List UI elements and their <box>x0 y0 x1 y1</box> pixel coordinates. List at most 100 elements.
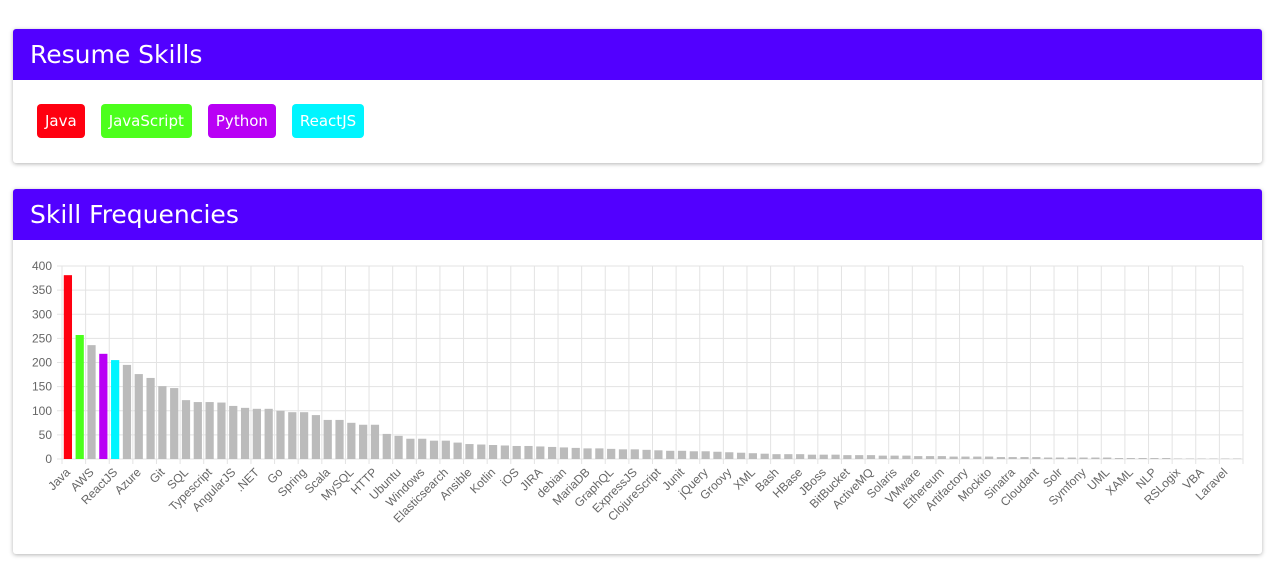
bar <box>748 453 757 459</box>
bar <box>418 438 427 459</box>
card-title: Skill Frequencies <box>13 189 1262 240</box>
bar <box>772 454 781 459</box>
bar <box>217 402 226 459</box>
bar <box>559 447 569 459</box>
bar <box>961 456 970 459</box>
bar <box>1055 457 1065 459</box>
x-tick-label: Java <box>45 465 73 493</box>
bar <box>264 408 273 459</box>
x-tick-label: Kotlin <box>467 465 498 496</box>
y-tick-label: 300 <box>32 307 52 321</box>
bar <box>642 449 651 459</box>
bar <box>99 353 108 459</box>
bar <box>654 450 663 459</box>
y-tick-label: 0 <box>45 452 52 466</box>
bar <box>796 454 805 459</box>
bar <box>75 334 84 459</box>
bar <box>937 456 946 459</box>
bar <box>760 453 769 459</box>
bar <box>1114 458 1124 459</box>
bar <box>689 451 698 459</box>
chart: 050100150200250300350400JavaAWSReactJSAz… <box>32 259 1244 526</box>
bar <box>1067 457 1076 459</box>
bar <box>677 450 687 459</box>
bar <box>996 457 1005 459</box>
bar <box>1079 457 1088 459</box>
bar <box>359 424 368 459</box>
skill-badge[interactable]: Python <box>207 104 276 138</box>
bar <box>1008 457 1017 459</box>
bar <box>276 410 285 459</box>
bar <box>382 433 391 459</box>
y-tick-label: 150 <box>32 380 52 394</box>
bar <box>323 419 332 459</box>
bar <box>181 400 191 459</box>
bar <box>477 444 486 459</box>
bar <box>453 442 462 459</box>
bar <box>890 455 899 459</box>
bar <box>1126 458 1135 459</box>
bar <box>725 452 734 459</box>
bar <box>548 446 557 459</box>
bar <box>583 448 592 459</box>
bar <box>441 440 450 459</box>
x-tick-label: .NET <box>233 465 263 495</box>
y-tick-label: 400 <box>32 259 52 273</box>
bar <box>488 445 498 459</box>
bar <box>524 445 533 459</box>
bar <box>666 450 675 459</box>
bar <box>1044 457 1053 459</box>
bar <box>925 456 935 459</box>
bar <box>914 456 923 459</box>
bar <box>618 449 628 459</box>
y-tick-label: 350 <box>32 283 52 297</box>
bar <box>607 448 616 459</box>
bar <box>866 455 876 459</box>
bar <box>784 454 793 459</box>
frequency-card: Skill Frequencies 0 50 100 150 200 250 300 350 4… <box>13 189 1262 554</box>
y-tick-label: 100 <box>32 404 52 418</box>
bar <box>536 446 545 459</box>
bar <box>465 444 474 459</box>
bar <box>819 454 828 459</box>
bar <box>984 456 994 459</box>
bar <box>713 451 722 459</box>
bar <box>878 455 887 459</box>
bar <box>252 408 261 459</box>
bar <box>134 374 143 459</box>
x-tick-label: XAML <box>1103 465 1136 498</box>
bar <box>1150 458 1159 459</box>
bar <box>500 445 509 459</box>
y-tick-label: 50 <box>39 428 53 442</box>
bar <box>87 345 96 459</box>
x-tick-label: XML <box>731 465 759 493</box>
skill-badge[interactable]: ReactJS <box>291 104 365 138</box>
bar <box>1162 458 1171 459</box>
x-tick-label: Azure <box>112 465 144 497</box>
bar <box>807 454 817 459</box>
bar <box>855 455 864 459</box>
resume-card: Resume Skills Java JavaScript Python ReactJ… <box>13 29 1262 163</box>
bar <box>843 455 852 459</box>
bar <box>973 456 982 459</box>
bar <box>394 435 403 459</box>
bar <box>429 440 439 459</box>
bar <box>122 364 132 459</box>
bar <box>63 275 73 459</box>
bar <box>240 407 250 459</box>
y-tick-label: 250 <box>32 331 52 345</box>
bar <box>1103 457 1112 459</box>
bar <box>512 445 521 459</box>
bar <box>288 412 297 459</box>
bar <box>736 452 746 459</box>
bar <box>831 454 840 459</box>
bar <box>111 360 120 459</box>
bar <box>311 415 321 459</box>
bar <box>370 424 380 459</box>
card-title: Resume Skills <box>13 29 1262 80</box>
bar <box>949 456 958 459</box>
skill-badge[interactable]: Java <box>37 104 85 138</box>
bar <box>193 402 202 459</box>
skill-badge[interactable]: JavaScript <box>100 104 192 138</box>
